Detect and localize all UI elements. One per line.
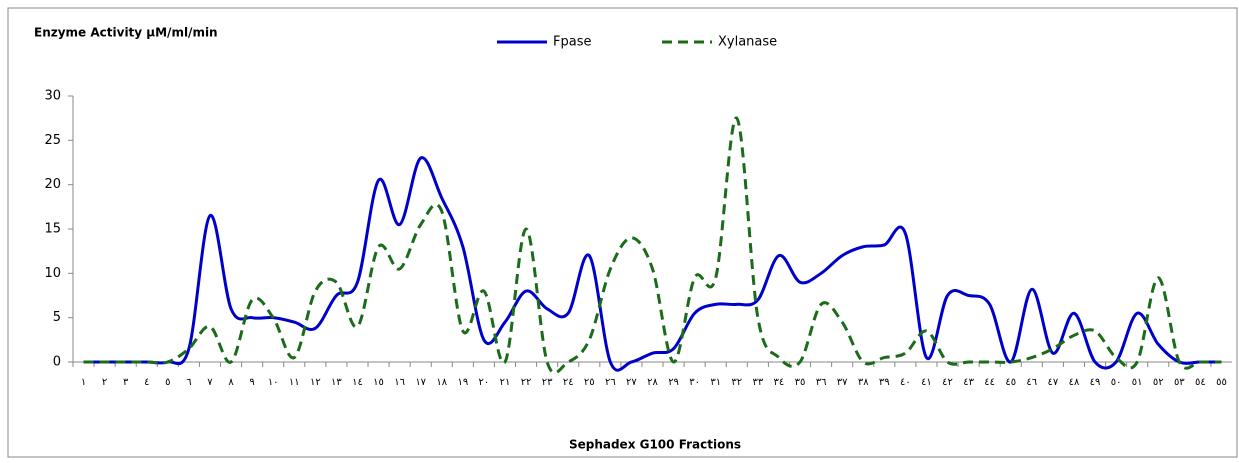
x-tick-label: ٥٥ (1216, 377, 1227, 388)
x-tick-label: ٤٨ (1069, 377, 1080, 388)
legend-label: Xylanase (718, 35, 777, 50)
x-tick-label: ٣٨ (858, 377, 869, 388)
x-tick-label: ٢٣ (542, 377, 553, 388)
x-tick-label: ٥٣ (1174, 377, 1185, 388)
x-tick-label: ٣٩ (879, 377, 890, 388)
x-tick-label: ٢٨ (647, 377, 658, 388)
x-tick-label: ٥٠ (1111, 377, 1122, 388)
x-tick-label: ٤٣ (963, 377, 974, 388)
x-tick-label: ٣ (123, 377, 129, 388)
x-tick-label: ٤٠ (900, 377, 911, 388)
x-axis-title: Sephadex G100 Fractions (569, 438, 741, 452)
x-tick-label: ٦ (186, 377, 191, 388)
x-tick-label: ٢٧ (626, 377, 637, 388)
x-tick-label: ٩ (249, 377, 254, 388)
y-tick-label: 25 (44, 133, 61, 148)
y-tick-label: 0 (53, 355, 61, 370)
x-tick-label: ١ (81, 377, 86, 388)
x-tick-label: ٢ (102, 377, 107, 388)
x-tick-label: ٤٦ (1026, 377, 1037, 388)
x-tick-label: ٢٢ (521, 377, 532, 388)
x-tick-label: ١٨ (436, 377, 447, 388)
x-tick-label: ١٢ (310, 377, 321, 388)
x-tick-label: ٣٠ (689, 377, 700, 388)
x-tick-label: ٢٦ (605, 377, 616, 388)
x-tick-label: ٢١ (500, 377, 511, 388)
x-tick-label: ٣٥ (795, 377, 806, 388)
legend-label: Fpase (553, 35, 591, 50)
x-tick-label: ١٤ (352, 377, 363, 388)
x-tick-label: ٧ (207, 377, 213, 388)
x-tick-label: ٣٤ (774, 377, 785, 388)
y-tick-label: 10 (44, 266, 61, 281)
x-tick-label: ٤٤ (984, 377, 995, 388)
x-tick-label: ٤٧ (1048, 377, 1059, 388)
x-tick-label: ٣٢ (731, 377, 742, 388)
chart-border (7, 7, 1238, 458)
line-series (83, 156, 1222, 372)
x-tick-label: ٢٤ (563, 377, 574, 388)
x-tick-label: ٥٤ (1195, 377, 1206, 388)
x-tick-label: ٣٦ (816, 377, 827, 388)
x-tick-label: ٣١ (710, 377, 721, 388)
x-tick-label: ٤ (144, 377, 149, 388)
x-tick-label: ٤١ (921, 377, 932, 388)
x-tick-label: ٨ (228, 377, 234, 388)
x-tick-label: ٢٥ (584, 377, 595, 388)
y-tick-label: 5 (53, 310, 61, 325)
x-tick-label: ٤٩ (1090, 377, 1101, 388)
x-tick-label: ١١ (289, 377, 300, 388)
x-tick-label: ٢٩ (668, 377, 679, 388)
x-tick-label: ٥١ (1132, 377, 1143, 388)
x-tick-label: ٤٢ (942, 377, 953, 388)
x-tick-label: ١٧ (415, 377, 426, 388)
x-tick-label: ١٠ (268, 377, 279, 388)
y-tick-label: 15 (44, 222, 61, 237)
y-tick-label: 20 (44, 177, 61, 192)
x-tick-label: ٢٠ (479, 377, 490, 388)
x-tick-label: ١٣ (331, 377, 342, 388)
x-tick-label: ١٩ (457, 377, 468, 388)
line-series (83, 116, 1222, 375)
x-tick-label: ٤٥ (1005, 377, 1016, 388)
x-tick-label: ١٥ (373, 377, 384, 388)
x-tick-label: ١٦ (394, 377, 405, 388)
x-tick-label: ٣٣ (752, 377, 763, 388)
chart-title: Enzyme Activity µM/ml/min (34, 26, 218, 40)
x-tick-label: ٥٢ (1153, 377, 1164, 388)
x-tick-label: ٣٧ (837, 377, 848, 388)
x-tick-label: ٥ (165, 377, 170, 388)
y-tick-label: 30 (44, 89, 61, 104)
